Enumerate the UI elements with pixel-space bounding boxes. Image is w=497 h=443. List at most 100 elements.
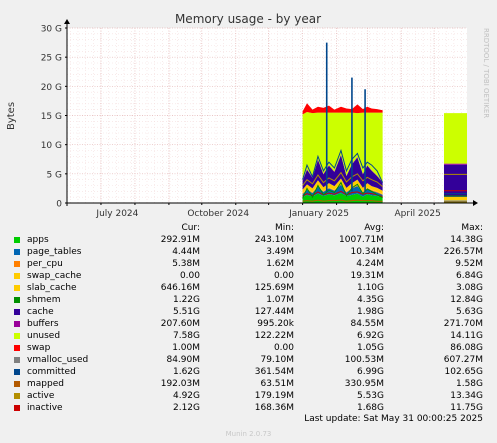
legend-row-per-cpu: per_cpu 5.38M 1.62M 4.24M 9.52M	[0, 258, 497, 270]
chart-title: Memory usage - by year	[175, 12, 321, 26]
legend-name: mapped	[27, 379, 64, 389]
legend-swatch	[14, 369, 20, 375]
legend-max: 3.08G	[455, 283, 483, 293]
legend-min: 3.49M	[266, 247, 294, 257]
x-tick-label: October 2024	[187, 209, 249, 219]
legend-avg: 100.53M	[344, 355, 384, 365]
legend-cur: 1.22G	[172, 295, 200, 305]
legend-min: 125.69M	[254, 283, 294, 293]
munin-version: Munin 2.0.73	[225, 430, 272, 438]
legend-cur: 4.44M	[172, 247, 200, 257]
legend-avg: 4.24M	[356, 259, 384, 269]
legend-swatch	[14, 273, 20, 279]
x-tick-labels: July 2024 October 2024 January 2025 April 2…	[95, 209, 440, 219]
legend-min: 179.19M	[254, 391, 294, 401]
line-mapped	[302, 199, 383, 202]
legend-max: 12.84G	[450, 295, 483, 305]
legend-header-avg: Avg:	[364, 223, 384, 233]
legend-min: 0.00	[273, 343, 294, 353]
area-buffers	[443, 163, 467, 165]
legend-avg: 6.92G	[356, 331, 384, 341]
legend-cur: 5.51G	[172, 307, 200, 317]
legend-min: 63.51M	[260, 379, 294, 389]
area-swap-cache	[302, 183, 383, 195]
rrdtool-watermark: RRDTOOL / TOBI OETIKER	[482, 28, 490, 118]
legend-row-unused: unused 7.58G 122.22M 6.92G 14.11G	[0, 330, 497, 342]
grid	[67, 27, 467, 203]
legend-avg: 19.31M	[350, 271, 384, 281]
legend-row-mapped: mapped 192.03M 63.51M 330.95M 1.58G	[0, 378, 497, 390]
legend-max: 14.11G	[450, 331, 483, 341]
legend-row-active: active 4.92G 179.19M 5.53G 13.34G	[0, 390, 497, 402]
line-shmem	[302, 181, 383, 199]
legend-max: 271.70M	[443, 319, 483, 329]
legend-name: per_cpu	[27, 259, 63, 269]
y-tick-label: 5 G	[46, 170, 62, 180]
area-unused	[302, 112, 383, 182]
y-tick-label: 0	[56, 200, 62, 210]
legend-header-min: Min:	[274, 223, 294, 233]
legend-max: 14.38G	[450, 235, 483, 245]
legend-avg: 1.10G	[356, 283, 384, 293]
legend-max: 11.75G	[450, 403, 483, 413]
legend-name: committed	[27, 367, 76, 377]
legend-name: page_tables	[27, 247, 82, 257]
legend-avg: 5.53G	[356, 391, 384, 401]
legend-row-buffers: buffers 207.60M 995.20k 84.55M 271.70M	[0, 318, 497, 330]
legend-max: 86.08G	[450, 343, 483, 353]
legend-avg: 1.68G	[356, 403, 384, 413]
legend-name: swap_cache	[27, 271, 82, 281]
y-axis-label: Bytes	[6, 102, 17, 130]
legend-max: 607.27M	[443, 355, 483, 365]
legend-avg: 84.55M	[350, 319, 384, 329]
line-committed	[302, 148, 384, 183]
legend-swatch	[14, 261, 20, 267]
area-page-tables	[443, 200, 467, 202]
legend-row-swap: swap 1.00M 0.00 1.05G 86.08G	[0, 342, 497, 354]
line-active	[302, 171, 383, 188]
legend-cur: 207.60M	[160, 319, 200, 329]
legend-swatch	[14, 249, 20, 255]
legend-min: 243.10M	[254, 235, 294, 245]
legend-swatch	[14, 357, 20, 363]
legend-avg: 4.35G	[356, 295, 384, 305]
legend-min: 0.00	[273, 271, 294, 281]
axes	[64, 19, 478, 206]
legend-name: slab_cache	[27, 283, 77, 293]
legend-swatch	[14, 381, 20, 387]
legend-cur: 1.00M	[172, 343, 200, 353]
legend-max: 1.58G	[455, 379, 483, 389]
legend-row-apps: apps 292.91M 243.10M 1007.71M 14.38G	[0, 234, 497, 246]
legend-swatch	[14, 309, 20, 315]
legend-swatch	[14, 393, 20, 399]
legend-cur: 2.12G	[172, 403, 200, 413]
legend-avg: 1.98G	[356, 307, 384, 317]
legend-avg: 330.95M	[344, 379, 384, 389]
legend-max: 226.57M	[443, 247, 483, 257]
legend-row-shmem: shmem 1.22G 1.07M 4.35G 12.84G	[0, 294, 497, 306]
legend-min: 127.44M	[254, 307, 294, 317]
legend-cur: 4.92G	[172, 391, 200, 401]
series-layer	[302, 42, 467, 203]
y-axis-arrow	[64, 19, 70, 24]
legend-min: 79.10M	[260, 355, 294, 365]
legend-cur: 5.38M	[172, 259, 200, 269]
legend-min: 122.22M	[254, 331, 294, 341]
legend-name: inactive	[27, 403, 63, 413]
legend-min: 1.62M	[266, 259, 294, 269]
legend-max: 5.63G	[455, 307, 483, 317]
area-slab-cache	[302, 178, 383, 194]
legend-cur: 192.03M	[160, 379, 200, 389]
legend-swatch	[14, 285, 20, 291]
area-swap	[302, 103, 383, 115]
legend-max: 13.34G	[450, 391, 483, 401]
legend-cur: 646.16M	[160, 283, 200, 293]
legend-cur: 1.62G	[172, 367, 200, 377]
legend-swatch	[14, 321, 20, 327]
x-tick-label: January 2025	[288, 209, 349, 219]
legend-row-cache: cache 5.51G 127.44M 1.98G 5.63G	[0, 306, 497, 318]
legend-avg: 6.99G	[356, 367, 384, 377]
legend-row-committed: committed 1.62G 361.54M 6.99G 102.65G	[0, 366, 497, 378]
area-slab-cache	[443, 196, 467, 201]
